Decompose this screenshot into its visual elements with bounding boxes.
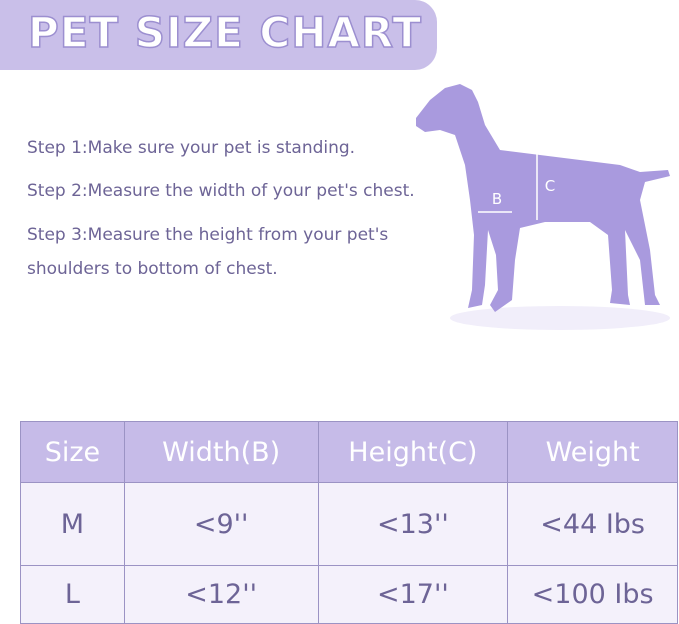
cell: <17'' (317, 565, 509, 624)
column-header: Height(C) (317, 421, 509, 483)
shadow (450, 306, 670, 330)
cell: <44 Ibs (507, 482, 678, 566)
column-header: Weight (507, 421, 678, 483)
step: Step 3:Measure the height from your pet'… (27, 225, 389, 279)
size-table: Size Width(B) Height(C) Weight M <9'' <1… (20, 421, 678, 624)
column-header: Width(B) (123, 421, 319, 483)
column-header: Size (20, 421, 125, 483)
table-row: L <12'' <17'' <100 Ibs (20, 565, 678, 624)
step: Step 1:Make sure your pet is standing. (27, 138, 356, 158)
diagram-label: B (492, 190, 502, 208)
cell: <100 Ibs (507, 565, 678, 624)
dog-diagram: B C (416, 84, 670, 330)
title: PET SIZE CHART (27, 7, 422, 58)
cell: M (20, 482, 125, 566)
table-row: M <9'' <13'' <44 Ibs (20, 482, 678, 566)
cell: <13'' (317, 482, 509, 566)
step: Step 2:Measure the width of your pet's c… (27, 181, 415, 201)
cell: <9'' (123, 482, 319, 566)
cell: <12'' (123, 565, 319, 624)
cell: L (20, 565, 125, 624)
diagram-label: C (545, 177, 555, 195)
header-banner: PET SIZE CHART (0, 0, 437, 70)
header-row: Size Width(B) Height(C) Weight (20, 421, 678, 483)
dog-silhouette (416, 84, 670, 312)
